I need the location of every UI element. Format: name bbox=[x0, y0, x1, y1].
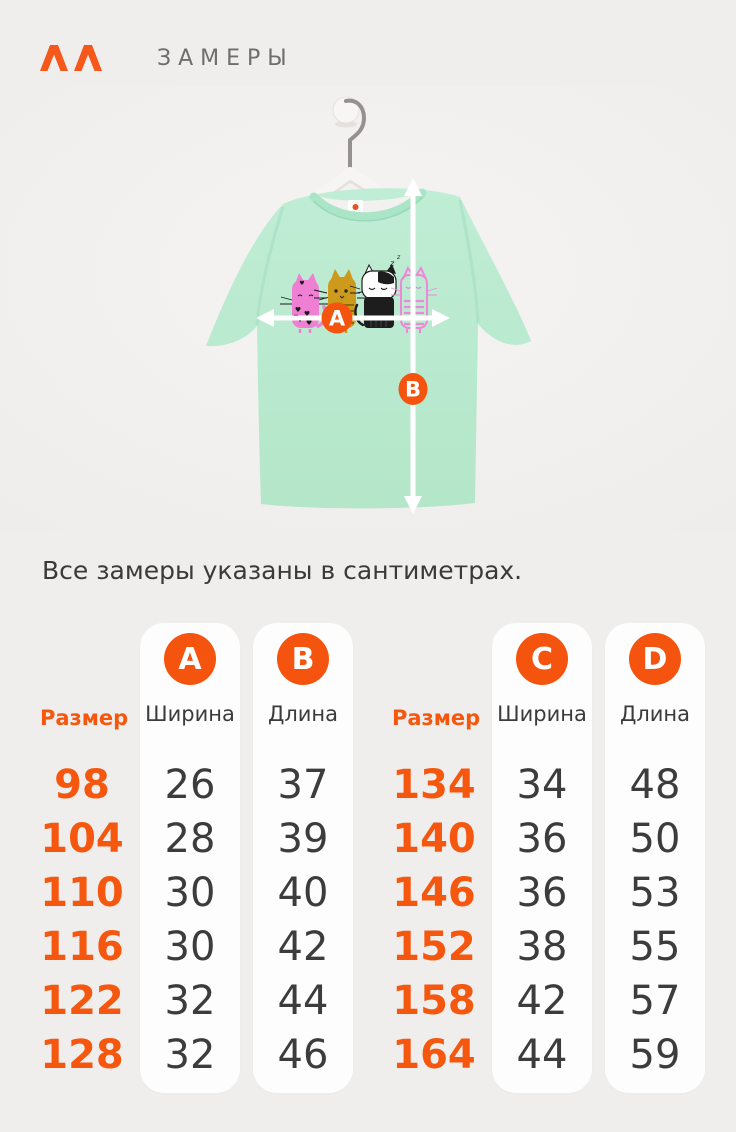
measurement-value: 44 bbox=[516, 1032, 568, 1078]
size-value: 104 bbox=[40, 816, 124, 862]
measurement-value: 32 bbox=[164, 978, 216, 1024]
size-rows: 134 140 146 152 158 164 bbox=[392, 758, 476, 1082]
measurement-value: 42 bbox=[277, 924, 329, 970]
size-table-left: Размер 98 104 110 116 122 128 A Ширина 26 28 30… bbox=[40, 623, 353, 1093]
measurement-value: 28 bbox=[164, 816, 216, 862]
measurement-rows: 26 28 30 30 32 32 bbox=[140, 758, 240, 1082]
page-title: ЗАМЕРЫ bbox=[157, 45, 294, 71]
size-value: 158 bbox=[392, 978, 476, 1024]
size-value: 152 bbox=[392, 924, 476, 970]
size-rows: 98 104 110 116 122 128 bbox=[40, 758, 124, 1082]
measurement-value: 30 bbox=[164, 870, 216, 916]
size-value: 164 bbox=[392, 1032, 476, 1078]
measure-b-badge: B bbox=[398, 373, 428, 405]
measurement-value: 46 bbox=[277, 1032, 329, 1078]
measurement-value: 38 bbox=[516, 924, 568, 970]
product-photo: ♥ ♥ ♥ ♥ ♥ ♥ bbox=[0, 85, 736, 531]
column-label-width: Ширина bbox=[145, 702, 235, 726]
measurement-value: 50 bbox=[629, 816, 681, 862]
measurement-value: 57 bbox=[629, 978, 681, 1024]
svg-text:♥: ♥ bbox=[299, 280, 304, 287]
svg-text:♥: ♥ bbox=[306, 319, 312, 327]
measurement-value: 40 bbox=[277, 870, 329, 916]
svg-text:♥: ♥ bbox=[295, 306, 301, 314]
measurement-rows: 37 39 40 42 44 46 bbox=[253, 758, 353, 1082]
measure-c-circle: C bbox=[516, 633, 568, 685]
size-column: Размер 98 104 110 116 122 128 bbox=[40, 623, 129, 1093]
measurement-value: 36 bbox=[516, 870, 568, 916]
measurement-value: 48 bbox=[629, 762, 681, 808]
measure-b-letter: B bbox=[405, 378, 421, 402]
measure-column-b: B Длина 37 39 40 42 44 46 bbox=[253, 623, 353, 1093]
size-value: 110 bbox=[40, 870, 124, 916]
measure-column-a: A Ширина 26 28 30 30 32 32 bbox=[140, 623, 240, 1093]
measure-a-letter: A bbox=[329, 307, 346, 331]
measure-a-circle: A bbox=[164, 633, 216, 685]
header: ЗАМЕРЫ bbox=[40, 45, 294, 71]
size-table-right: Размер 134 140 146 152 158 164 C Ширина 34 36 3… bbox=[392, 623, 705, 1093]
measurement-rows: 34 36 36 38 42 44 bbox=[492, 758, 592, 1082]
brand-logo-icon bbox=[40, 45, 102, 71]
measure-d-circle: D bbox=[629, 633, 681, 685]
width-arrow bbox=[256, 309, 450, 327]
circle-letter: B bbox=[291, 641, 315, 677]
svg-text:z: z bbox=[396, 254, 401, 261]
measurement-rows: 48 50 53 55 57 59 bbox=[605, 758, 705, 1082]
svg-text:♥: ♥ bbox=[304, 310, 310, 318]
column-label-length: Длина bbox=[619, 702, 691, 726]
size-column-header: Размер bbox=[392, 706, 481, 730]
measurement-value: 26 bbox=[164, 762, 216, 808]
circle-letter: C bbox=[530, 641, 554, 677]
measurement-value: 59 bbox=[629, 1032, 681, 1078]
size-column: Размер 134 140 146 152 158 164 bbox=[392, 623, 481, 1093]
measurement-value: 44 bbox=[277, 978, 329, 1024]
size-value: 146 bbox=[392, 870, 476, 916]
measure-column-d: D Длина 48 50 53 55 57 59 bbox=[605, 623, 705, 1093]
size-value: 98 bbox=[54, 762, 110, 808]
circle-letter: D bbox=[642, 641, 668, 677]
measurement-value: 53 bbox=[629, 870, 681, 916]
measurement-value: 36 bbox=[516, 816, 568, 862]
measure-column-c: C Ширина 34 36 36 38 42 44 bbox=[492, 623, 592, 1093]
measurement-value: 39 bbox=[277, 816, 329, 862]
circle-letter: A bbox=[178, 641, 202, 677]
measure-a-badge: A bbox=[321, 302, 353, 334]
measurement-value: 55 bbox=[629, 924, 681, 970]
measurement-value: 30 bbox=[164, 924, 216, 970]
svg-text:z: z bbox=[389, 259, 395, 268]
size-value: 122 bbox=[40, 978, 124, 1024]
column-label-length: Длина bbox=[267, 702, 339, 726]
measure-b-circle: B bbox=[277, 633, 329, 685]
size-value: 116 bbox=[40, 924, 124, 970]
measurement-value: 37 bbox=[277, 762, 329, 808]
size-column-header: Размер bbox=[40, 706, 129, 730]
units-note: Все замеры указаны в сантиметрах. bbox=[42, 556, 523, 585]
measurement-value: 32 bbox=[164, 1032, 216, 1078]
measurement-value: 34 bbox=[516, 762, 568, 808]
measurement-value: 42 bbox=[516, 978, 568, 1024]
length-arrow bbox=[404, 178, 422, 514]
size-value: 134 bbox=[392, 762, 476, 808]
size-value: 140 bbox=[392, 816, 476, 862]
size-value: 128 bbox=[40, 1032, 124, 1078]
column-label-width: Ширина bbox=[497, 702, 587, 726]
